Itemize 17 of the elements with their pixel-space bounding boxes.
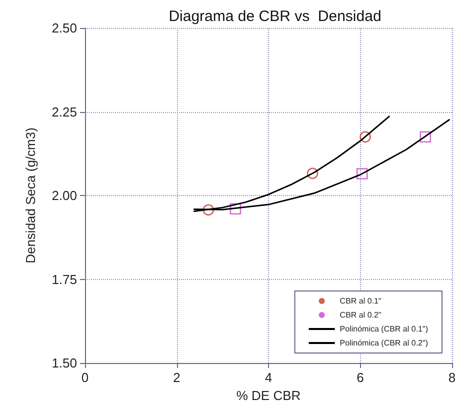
legend-label: CBR al 0.1" <box>340 296 382 306</box>
chart-title: Diagrama de CBR vs Densidad <box>168 8 382 25</box>
y-tick-label: 1.50 <box>52 356 77 370</box>
x-tick-label: 2 <box>173 370 180 385</box>
y-axis-title: Densidad Seca (g/cm3) <box>23 128 38 264</box>
x-tick-label: 4 <box>264 370 272 385</box>
x-tick-label: 8 <box>448 370 456 385</box>
y-tick-label: 1.75 <box>52 272 77 287</box>
y-tick-label: 2.25 <box>52 104 77 120</box>
legend-label: CBR al 0.2" <box>340 310 382 320</box>
x-tick-label: 0 <box>81 370 89 385</box>
y-tick-label: 2.50 <box>52 20 77 36</box>
x-tick-label: 6 <box>356 370 364 385</box>
legend-label: Polinómica (CBR al 0.1") <box>340 324 428 334</box>
x-axis-title: % DE CBR <box>236 388 301 403</box>
legend-label: Polinómica (CBR al 0.2") <box>340 338 428 348</box>
y-tick-label: 2.00 <box>52 188 77 203</box>
